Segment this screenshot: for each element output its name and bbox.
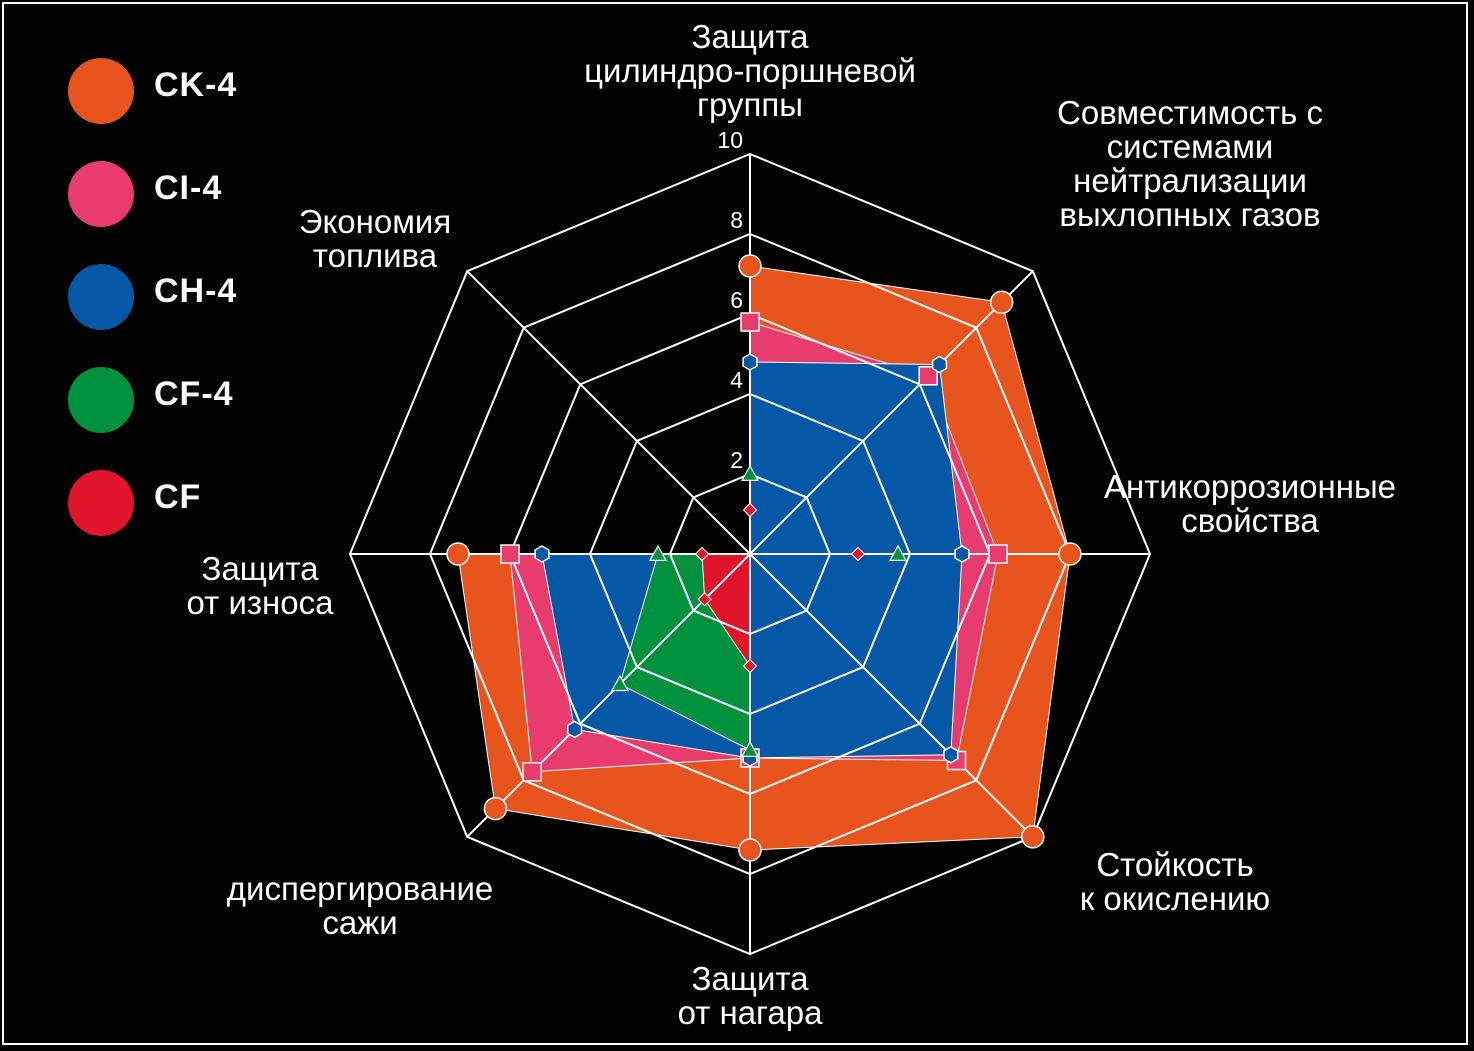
legend-label-ch4: CH-4	[154, 272, 238, 310]
legend-swatch-cf	[68, 470, 134, 536]
marker-cf-2	[850, 546, 866, 562]
axis-label-aftertreatment-compatibility: Совместимость с системами нейтрализации …	[1057, 94, 1323, 233]
marker-ch4-5	[566, 720, 583, 739]
marker-ch4-2	[954, 545, 970, 563]
axis-label-oxidation-stability: Стойкость к окислению	[1079, 846, 1271, 917]
marker-ch4-0	[742, 353, 758, 371]
legend-label-ci4: CI-4	[154, 169, 223, 207]
marker-cf-4	[742, 658, 758, 674]
grid-spoke-1	[749, 270, 1034, 555]
axis-label-anticorrosion: Антикоррозионные свойства	[1103, 468, 1397, 539]
marker-layer	[446, 254, 1082, 862]
marker-ci4-0	[740, 312, 760, 332]
series-layer	[457, 265, 1071, 851]
axis-label-soot-dispersion: диспергирование сажи	[226, 870, 494, 941]
legend-swatch-cf4	[68, 367, 134, 433]
axis-label-piston-protection: Защита цилиндро-поршневой группы	[584, 18, 916, 123]
legend-label-ck4: CK-4	[154, 66, 238, 104]
tick-label-6: 6	[730, 287, 743, 313]
marker-ci4-5	[522, 762, 542, 782]
marker-cf4-2	[888, 544, 908, 562]
marker-cf4-0	[740, 464, 760, 481]
marker-ci4-1	[918, 366, 938, 386]
tick-label-8: 8	[730, 207, 743, 233]
grid-spoke-3	[749, 553, 1034, 838]
marker-ch4-6	[534, 545, 550, 563]
grid-layer	[348, 152, 1152, 956]
marker-cf-0	[742, 502, 758, 518]
tick-label-10: 10	[717, 127, 743, 153]
marker-ci4-6	[500, 544, 520, 564]
marker-ci4-2	[988, 544, 1008, 564]
marker-cf-6	[694, 546, 710, 562]
marker-cf4-6	[648, 544, 668, 562]
tick-label-4: 4	[730, 367, 743, 393]
marker-ch4-1	[931, 355, 948, 374]
tick-layer: 2 4 6 8 10	[717, 127, 743, 473]
marker-ck4-5	[483, 796, 508, 821]
marker-ck4-0	[738, 254, 762, 278]
marker-ck4-4	[738, 838, 762, 862]
axis-label-fuel-economy: Экономия топлива	[298, 203, 452, 274]
legend-swatch-ci4	[68, 161, 134, 227]
tick-label-2: 2	[730, 447, 743, 473]
marker-ck4-6	[446, 542, 470, 566]
marker-ck4-1	[989, 290, 1014, 315]
marker-ck4-2	[1058, 542, 1082, 566]
axis-label-wear-protection: Защита от износа	[186, 550, 334, 621]
marker-cf4-4	[740, 740, 760, 758]
legend-label-cf: CF	[154, 478, 202, 516]
legend-swatch-ck4	[68, 58, 134, 124]
marker-cf-5	[697, 592, 712, 607]
marker-ck4-3	[1021, 825, 1045, 849]
marker-ch4-3	[943, 745, 959, 764]
marker-cf4-5	[610, 674, 629, 692]
legend-swatch-ch4	[68, 264, 134, 330]
axis-label-deposit-protection: Защита от нагара	[677, 960, 823, 1031]
grid-spoke-7	[466, 270, 751, 555]
legend-label-cf4: CF-4	[154, 375, 234, 413]
